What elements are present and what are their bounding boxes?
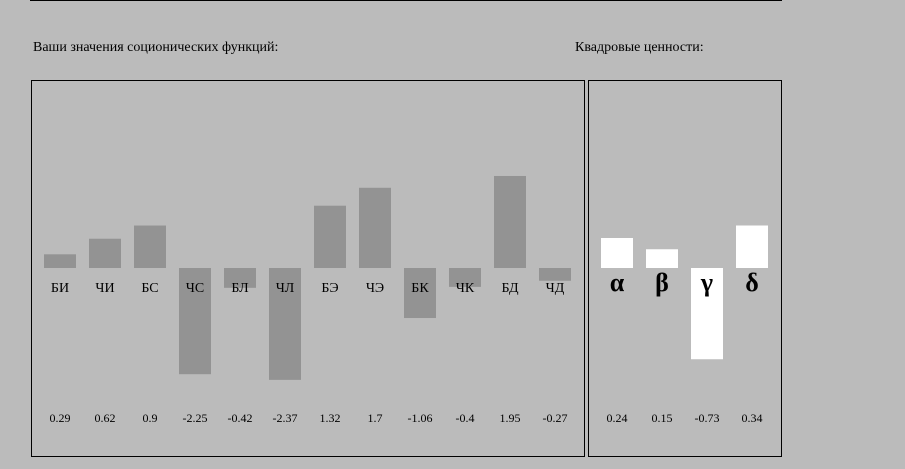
panel bbox=[31, 80, 585, 457]
value-label: -1.06 bbox=[408, 411, 433, 425]
value-label: 1.7 bbox=[368, 411, 383, 425]
value-label: -2.37 bbox=[273, 411, 298, 425]
category-label: γ bbox=[700, 268, 713, 297]
value-label: 1.32 bbox=[320, 411, 341, 425]
category-label: БС bbox=[141, 281, 158, 296]
bar bbox=[89, 238, 121, 268]
bar bbox=[179, 268, 211, 375]
category-label: β bbox=[655, 268, 669, 297]
category-label: БЛ bbox=[231, 281, 249, 296]
category-label: ЧК bbox=[456, 281, 475, 296]
bar bbox=[44, 254, 76, 268]
value-label: 0.24 bbox=[607, 411, 628, 425]
category-label: БИ bbox=[51, 281, 69, 296]
bar bbox=[449, 268, 481, 287]
bar bbox=[404, 268, 436, 319]
category-label: δ bbox=[745, 268, 759, 297]
value-label: 0.34 bbox=[742, 411, 763, 425]
category-label: БК bbox=[411, 281, 429, 296]
bar bbox=[494, 175, 526, 268]
bar bbox=[736, 225, 768, 268]
value-label: -0.42 bbox=[228, 411, 253, 425]
bar bbox=[539, 268, 571, 281]
category-label: α bbox=[610, 268, 625, 297]
value-label: 0.9 bbox=[143, 411, 158, 425]
category-label: ЧЛ bbox=[276, 281, 295, 296]
bar bbox=[269, 268, 301, 380]
bar bbox=[359, 187, 391, 268]
category-label: БЭ bbox=[321, 281, 338, 296]
value-label: 1.95 bbox=[500, 411, 521, 425]
category-label: ЧИ bbox=[95, 281, 114, 296]
value-label: 0.29 bbox=[50, 411, 71, 425]
category-label: ЧД bbox=[546, 281, 565, 296]
category-label: ЧС bbox=[186, 281, 204, 296]
category-label: БД bbox=[501, 281, 519, 296]
bar bbox=[224, 268, 256, 288]
bar bbox=[601, 238, 633, 268]
value-label: 0.62 bbox=[95, 411, 116, 425]
bar bbox=[134, 225, 166, 268]
bar bbox=[646, 249, 678, 268]
value-label: -0.27 bbox=[543, 411, 568, 425]
value-label: -0.4 bbox=[456, 411, 475, 425]
bar bbox=[314, 205, 346, 268]
value-label: -0.73 bbox=[695, 411, 720, 425]
panel bbox=[588, 80, 782, 457]
chart-title: Ваши значения соционических функций: bbox=[33, 40, 278, 55]
chart-title: Квадровые ценности: bbox=[575, 40, 704, 55]
value-label: -2.25 bbox=[183, 411, 208, 425]
category-label: ЧЭ bbox=[366, 281, 384, 296]
bar bbox=[691, 268, 723, 360]
value-label: 0.15 bbox=[652, 411, 673, 425]
